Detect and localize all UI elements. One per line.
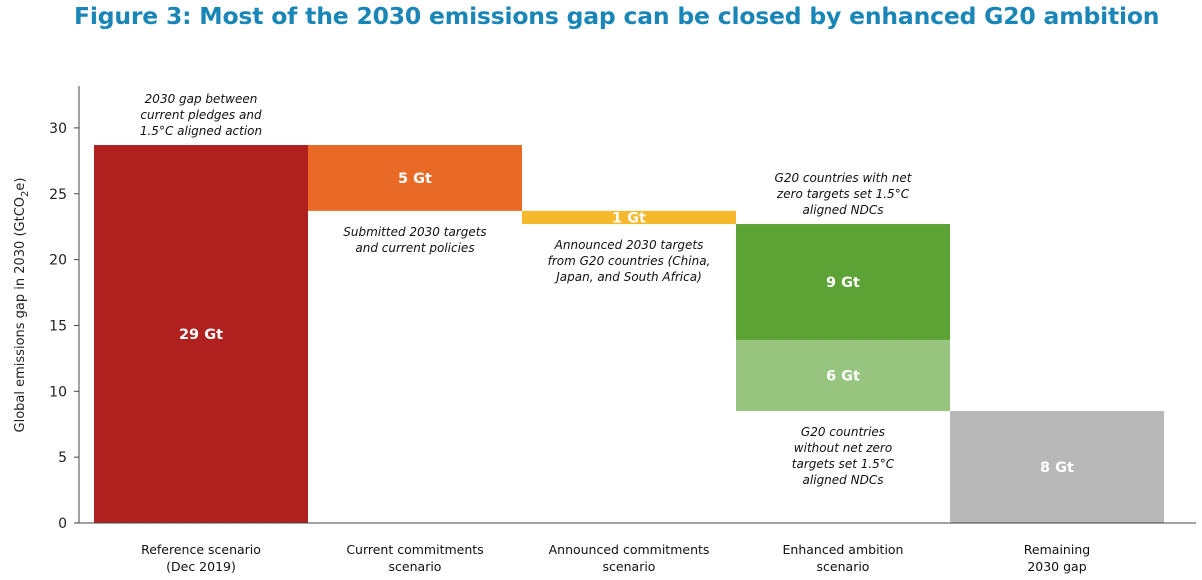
- y-axis: 0 5 10 15 20 25 30 Global emissions gap in 2030…: [13, 86, 80, 532]
- category-label: Reference scenario (Dec 2019): [141, 542, 261, 574]
- annotation: G20 countries with net zero targets set 1…: [775, 171, 913, 217]
- annotations: 2030 gap between current pledges and 1.5°C…: [140, 92, 913, 487]
- data-label: 29 Gt: [179, 327, 223, 343]
- y-tick-label: 15: [49, 318, 67, 334]
- y-tick-label: 25: [49, 187, 67, 203]
- data-label: 5 Gt: [398, 171, 432, 187]
- category-label: Current commitments scenario: [346, 542, 483, 574]
- data-label: 1 Gt: [612, 210, 646, 226]
- y-tick-label: 10: [49, 384, 67, 400]
- bar-segment: [736, 339, 950, 412]
- annotation: Announced 2030 targets from G20 countries…: [548, 238, 711, 284]
- category-label: Enhanced ambition scenario: [783, 542, 904, 574]
- y-tick-label: 20: [49, 253, 67, 269]
- category-label: Remaining 2030 gap: [1024, 542, 1090, 574]
- bar-segment: [522, 210, 736, 225]
- bar-segment: [950, 411, 1164, 523]
- bar-segment: [736, 224, 950, 340]
- bar-segments: 29 Gt 5 Gt 1 Gt 9 Gt 6 Gt 8 Gt: [94, 145, 1164, 523]
- y-tick-label: 5: [58, 450, 67, 466]
- annotation: Submitted 2030 targets and current polici…: [343, 225, 486, 255]
- x-axis: Reference scenario (Dec 2019) Current comm…: [79, 522, 1196, 574]
- bar-segment: [308, 145, 522, 211]
- y-tick-label: 30: [49, 121, 67, 137]
- annotation: 2030 gap between current pledges and 1.5°C…: [140, 92, 262, 138]
- data-label: 8 Gt: [1040, 460, 1074, 476]
- bar-segment: [94, 145, 308, 523]
- data-label: 6 Gt: [826, 368, 860, 384]
- annotation: G20 countries without net zero targets set…: [792, 425, 895, 487]
- category-label: Announced commitments scenario: [549, 542, 710, 574]
- y-tick-label: 0: [58, 516, 67, 532]
- data-label: 9 Gt: [826, 275, 860, 291]
- chart-title: Figure 3: Most of the 2030 emissions gap…: [74, 2, 1160, 30]
- y-axis-label: Global emissions gap in 2030 (GtCO2e): [13, 178, 31, 433]
